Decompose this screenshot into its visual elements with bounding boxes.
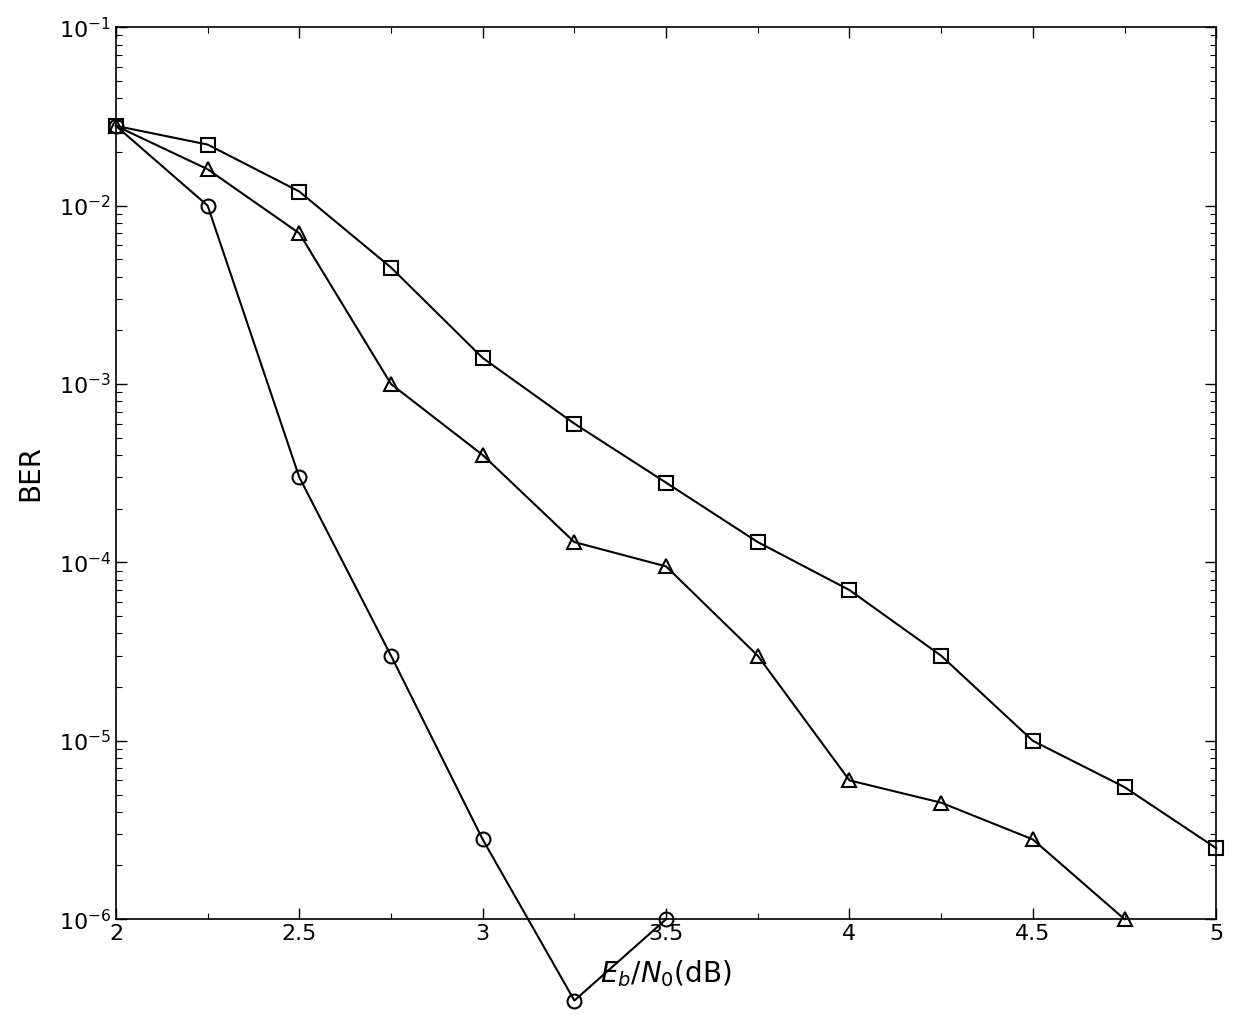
Y-axis label: BER: BER xyxy=(16,445,45,501)
X-axis label: $E_b/N_0$(dB): $E_b/N_0$(dB) xyxy=(600,958,732,989)
